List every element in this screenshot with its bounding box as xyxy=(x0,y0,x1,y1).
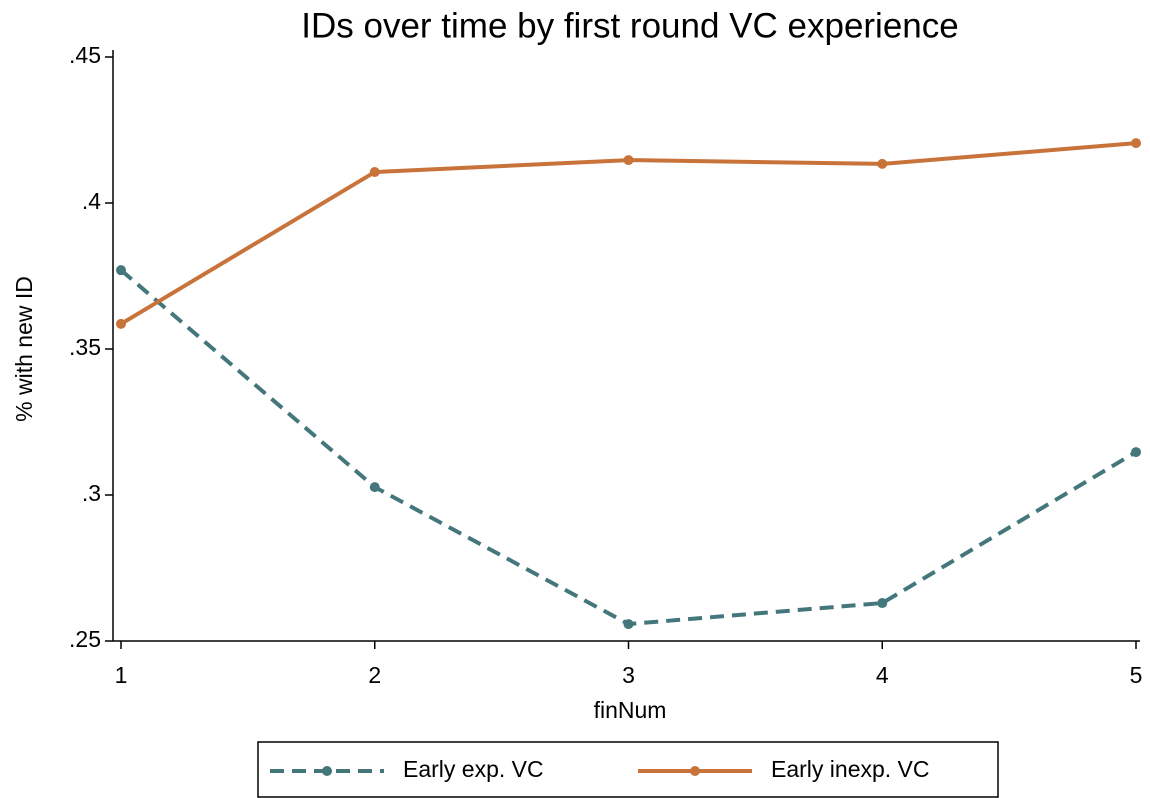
point xyxy=(623,155,634,166)
y-tick-label: .45 xyxy=(69,42,101,68)
legend-label: Early inexp. VC xyxy=(771,756,930,782)
x-tick-label: 1 xyxy=(115,662,128,688)
x-tick-label: 2 xyxy=(368,662,381,688)
point xyxy=(369,167,380,178)
legend-marker xyxy=(322,766,332,776)
x-tick-label: 3 xyxy=(622,662,635,688)
point xyxy=(116,265,126,276)
point xyxy=(369,482,380,493)
point xyxy=(116,318,126,329)
y-tick-label: .35 xyxy=(69,334,101,360)
point xyxy=(1131,447,1141,458)
point xyxy=(623,619,634,630)
y-tick-label: .4 xyxy=(82,188,101,214)
point xyxy=(1131,138,1141,149)
point xyxy=(877,598,888,609)
x-tick-label: 5 xyxy=(1130,662,1143,688)
y-tick-label: .3 xyxy=(82,480,101,506)
chart-title: IDs over time by first round VC experien… xyxy=(301,6,958,45)
y-axis-label: % with new ID xyxy=(11,276,37,422)
x-tick-label: 4 xyxy=(876,662,889,688)
legend-label: Early exp. VC xyxy=(403,756,544,782)
x-axis-label: finNum xyxy=(594,697,667,723)
point xyxy=(877,158,888,169)
y-tick-label: .25 xyxy=(69,626,101,652)
legend-marker xyxy=(690,766,700,776)
